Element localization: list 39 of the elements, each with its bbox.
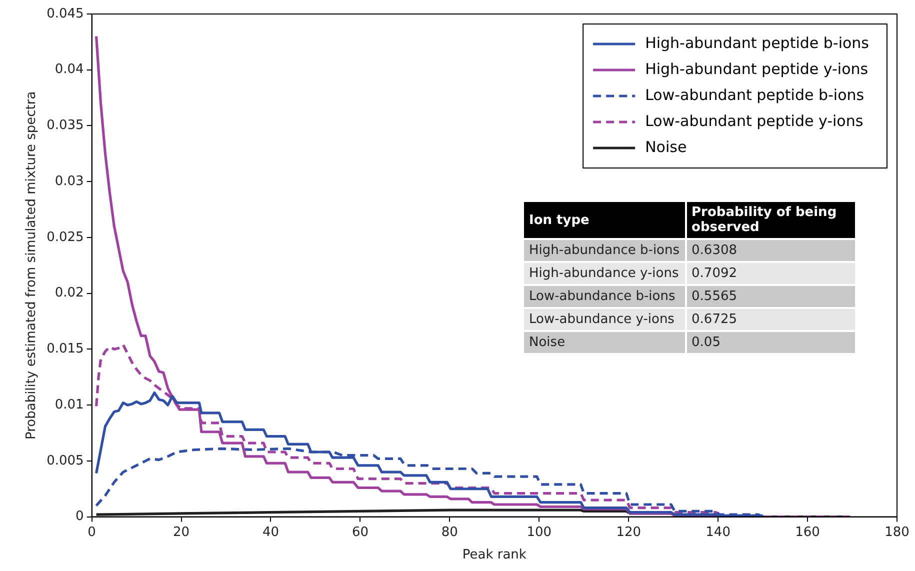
x-tick-label: 120: [616, 524, 642, 540]
x-tick-label: 180: [884, 524, 910, 540]
y-tick-label: 0.01: [54, 397, 84, 412]
y-tick-label: 0.025: [46, 230, 84, 245]
y-tick-label: 0.045: [46, 6, 84, 22]
x-tick-label: 100: [526, 524, 552, 540]
y-tick-label: 0.03: [54, 174, 84, 189]
annotation: Noise: [524, 332, 685, 353]
legend-label: Low-abundant peptide y-ions: [645, 112, 864, 130]
y-tick-label: 0.015: [46, 342, 84, 357]
x-tick-label: 60: [352, 524, 368, 540]
y-tick-label: 0.02: [54, 286, 84, 301]
annotation: Ion type: [524, 202, 685, 238]
annotation: Probability of being observed: [686, 202, 855, 238]
annotation: High-abundance y-ions: [524, 263, 685, 284]
x-tick-label: 160: [795, 524, 820, 540]
y-tick-label: 0.04: [54, 62, 84, 78]
annotation: 0.6308: [686, 240, 855, 261]
y-tick-label: 0.035: [46, 118, 84, 134]
annotation: 0.5565: [686, 286, 855, 307]
annotation: 0.6725: [686, 309, 855, 330]
x-tick-label: 40: [262, 524, 280, 540]
annotation: Low-abundance y-ions: [524, 309, 685, 330]
x-axis-title: Peak rank: [462, 548, 527, 563]
x-tick-label: 80: [441, 524, 458, 540]
legend-label: High-abundant peptide b-ions: [645, 34, 870, 52]
x-tick-label: 140: [706, 524, 730, 540]
y-axis-title: Probability estimated from simulated mixture spectra: [24, 91, 40, 440]
legend-label: Noise: [645, 138, 687, 156]
annotation: Low-abundance b-ions: [524, 286, 685, 307]
annotation: 0.7092: [686, 263, 855, 284]
x-tick-label: 0: [88, 524, 96, 540]
y-tick-label: 0.005: [46, 453, 84, 468]
y-tick-label: 0: [76, 509, 84, 524]
annotation: High-abundance b-ions: [524, 240, 685, 261]
legend-label: High-abundant peptide y-ions: [645, 60, 868, 78]
legend-label: Low-abundant peptide b-ions: [645, 86, 864, 104]
annotation: 0.05: [686, 332, 855, 353]
x-tick-label: 20: [173, 524, 190, 540]
